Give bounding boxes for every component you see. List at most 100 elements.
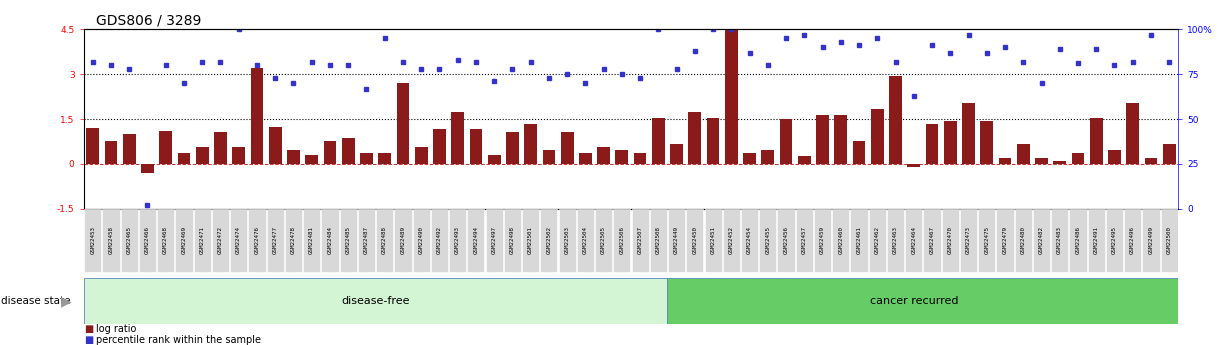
Bar (1143, 209, 1160, 272)
Bar (852, 141, 866, 164)
Text: GSM22487: GSM22487 (364, 226, 369, 255)
Text: GSM22506: GSM22506 (620, 226, 625, 255)
Bar (905, 209, 922, 272)
Text: disease state: disease state (1, 296, 71, 306)
Text: GSM22460: GSM22460 (839, 226, 844, 255)
Text: ■: ■ (84, 335, 93, 345)
Text: GSM22498: GSM22498 (510, 226, 515, 255)
Text: GSM22483: GSM22483 (1058, 226, 1063, 255)
Bar (814, 209, 831, 272)
Bar (467, 209, 485, 272)
Bar (1087, 209, 1105, 272)
Bar (705, 209, 722, 272)
Bar (1108, 150, 1121, 164)
Bar (978, 209, 995, 272)
Bar (724, 22, 738, 164)
Text: GSM22467: GSM22467 (930, 226, 935, 255)
Bar (248, 209, 266, 272)
Bar (615, 150, 629, 164)
Text: GSM22469: GSM22469 (182, 226, 187, 255)
Bar (451, 111, 464, 164)
Text: GSM22482: GSM22482 (1039, 226, 1044, 255)
Bar (868, 209, 886, 272)
Bar (871, 109, 883, 164)
Bar (668, 278, 1178, 324)
Bar (887, 209, 904, 272)
Text: GSM22508: GSM22508 (656, 226, 661, 255)
Bar (542, 150, 555, 164)
Bar (561, 132, 573, 164)
Bar (285, 209, 303, 272)
Bar (376, 209, 394, 272)
Text: GSM22466: GSM22466 (145, 226, 150, 255)
Bar (670, 145, 683, 164)
Bar (412, 209, 429, 272)
Bar (980, 120, 993, 164)
Bar (1071, 154, 1085, 164)
Bar (780, 119, 792, 164)
Bar (1017, 145, 1030, 164)
Bar (761, 150, 774, 164)
Bar (339, 209, 357, 272)
Text: log ratio: log ratio (96, 325, 137, 334)
Text: GSM22468: GSM22468 (164, 226, 169, 255)
Text: GSM22485: GSM22485 (346, 226, 351, 255)
Bar (524, 124, 538, 164)
Bar (1090, 118, 1102, 164)
Bar (962, 102, 975, 164)
Bar (430, 209, 448, 272)
Bar (433, 129, 445, 164)
Text: GSM22500: GSM22500 (1167, 226, 1172, 255)
Text: GSM22455: GSM22455 (765, 226, 770, 255)
Bar (908, 164, 920, 167)
Text: GSM22470: GSM22470 (948, 226, 953, 255)
Text: GSM22449: GSM22449 (674, 226, 679, 255)
Bar (942, 209, 959, 272)
Bar (1106, 209, 1123, 272)
Text: GSM22463: GSM22463 (893, 226, 898, 255)
Bar (850, 209, 867, 272)
Bar (649, 209, 667, 272)
Bar (522, 209, 539, 272)
Bar (1161, 209, 1178, 272)
Bar (488, 155, 501, 164)
Text: GSM22459: GSM22459 (820, 226, 825, 255)
Bar (486, 209, 503, 272)
Text: GSM22480: GSM22480 (1021, 226, 1026, 255)
Bar (924, 209, 941, 272)
Text: GSM22496: GSM22496 (1130, 226, 1135, 255)
Bar (160, 131, 172, 164)
Text: GSM22499: GSM22499 (1149, 226, 1154, 255)
Text: GSM22503: GSM22503 (565, 226, 569, 255)
Bar (598, 147, 610, 164)
Bar (959, 209, 977, 272)
Text: GSM22477: GSM22477 (273, 226, 278, 255)
Bar (1162, 145, 1176, 164)
Bar (668, 209, 685, 272)
Bar (251, 68, 263, 164)
Bar (707, 118, 720, 164)
Text: GSM22504: GSM22504 (583, 226, 588, 255)
Text: GSM22452: GSM22452 (729, 226, 734, 255)
Bar (379, 154, 391, 164)
Text: GSM22490: GSM22490 (418, 226, 423, 255)
Bar (214, 132, 226, 164)
Bar (395, 209, 412, 272)
Bar (360, 154, 373, 164)
Bar (796, 209, 813, 272)
Text: GSM22465: GSM22465 (127, 226, 132, 255)
Text: GSM22456: GSM22456 (784, 226, 788, 255)
Bar (84, 209, 101, 272)
Text: GSM22453: GSM22453 (90, 226, 95, 255)
Text: GSM22479: GSM22479 (1002, 226, 1007, 255)
Bar (1052, 209, 1069, 272)
Text: GSM22491: GSM22491 (1093, 226, 1098, 255)
Bar (506, 132, 519, 164)
Text: GSM22507: GSM22507 (637, 226, 642, 255)
Text: GSM22502: GSM22502 (546, 226, 551, 255)
Bar (686, 209, 704, 272)
Bar (1015, 209, 1032, 272)
Bar (105, 141, 117, 164)
Bar (943, 120, 957, 164)
Bar (833, 209, 850, 272)
